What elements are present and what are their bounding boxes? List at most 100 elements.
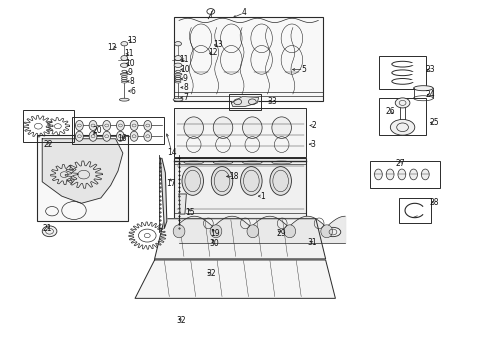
Text: 32: 32 (206, 269, 216, 278)
Text: 20: 20 (93, 126, 102, 135)
Ellipse shape (89, 131, 97, 141)
Ellipse shape (120, 98, 129, 101)
Text: 26: 26 (386, 107, 395, 116)
Text: 9: 9 (128, 68, 133, 77)
Ellipse shape (121, 41, 128, 46)
Text: 31: 31 (308, 238, 317, 247)
Polygon shape (155, 219, 326, 259)
Ellipse shape (121, 55, 128, 60)
Ellipse shape (398, 169, 406, 180)
Text: 10: 10 (125, 59, 135, 68)
Ellipse shape (174, 63, 182, 67)
Ellipse shape (325, 227, 341, 237)
Polygon shape (42, 139, 123, 203)
Ellipse shape (182, 167, 203, 195)
Ellipse shape (103, 121, 111, 131)
Ellipse shape (421, 169, 429, 180)
Ellipse shape (210, 225, 222, 238)
Bar (399, 198, 431, 223)
Ellipse shape (391, 120, 415, 135)
Bar (379, 56, 426, 89)
Text: 12: 12 (107, 43, 117, 52)
Ellipse shape (117, 131, 124, 141)
Text: 3: 3 (310, 140, 315, 149)
Text: 29: 29 (277, 229, 287, 238)
Text: 1: 1 (260, 192, 265, 201)
Ellipse shape (272, 117, 292, 138)
Ellipse shape (75, 131, 83, 141)
Ellipse shape (144, 131, 152, 141)
Text: 15: 15 (185, 208, 195, 217)
Bar (229, 94, 261, 110)
Text: 11: 11 (124, 49, 133, 58)
Text: 16: 16 (117, 134, 127, 143)
Bar (174, 17, 323, 101)
Text: 17: 17 (166, 179, 175, 188)
Ellipse shape (130, 121, 138, 131)
Ellipse shape (395, 98, 410, 108)
Ellipse shape (75, 121, 83, 131)
Text: 10: 10 (181, 65, 190, 74)
Bar (37, 135, 128, 221)
Text: 22: 22 (44, 140, 53, 149)
Text: 30: 30 (210, 239, 220, 248)
Bar (72, 117, 164, 144)
Ellipse shape (247, 225, 259, 238)
Bar (174, 158, 306, 218)
Text: 13: 13 (127, 36, 136, 45)
Ellipse shape (174, 41, 181, 46)
Text: 24: 24 (426, 90, 436, 99)
Ellipse shape (184, 117, 203, 138)
Polygon shape (179, 194, 186, 214)
Text: 6: 6 (130, 86, 135, 95)
Text: 33: 33 (267, 96, 277, 105)
Polygon shape (135, 260, 335, 298)
Text: 5: 5 (301, 65, 306, 74)
Ellipse shape (211, 167, 233, 195)
Polygon shape (231, 96, 259, 107)
Text: 19: 19 (210, 229, 220, 238)
Ellipse shape (173, 225, 185, 238)
Text: 9: 9 (183, 75, 188, 84)
Text: 14: 14 (167, 148, 176, 157)
Ellipse shape (174, 55, 181, 60)
Ellipse shape (117, 121, 124, 131)
Ellipse shape (130, 131, 138, 141)
Text: 7: 7 (183, 93, 188, 102)
Text: 18: 18 (229, 172, 239, 181)
Text: 2: 2 (311, 121, 316, 130)
Text: 8: 8 (129, 77, 134, 86)
Ellipse shape (374, 169, 382, 180)
Bar (174, 108, 306, 157)
Text: 12: 12 (208, 48, 218, 57)
Bar (23, 110, 74, 142)
Text: 11: 11 (179, 55, 189, 64)
Text: 27: 27 (395, 159, 405, 168)
Ellipse shape (241, 167, 262, 195)
Ellipse shape (213, 117, 233, 138)
Ellipse shape (42, 226, 57, 237)
Ellipse shape (410, 169, 417, 180)
Ellipse shape (270, 167, 292, 195)
Text: 25: 25 (430, 118, 440, 127)
Text: 13: 13 (213, 40, 223, 49)
Text: 28: 28 (430, 198, 440, 207)
Ellipse shape (414, 86, 433, 91)
Text: 21: 21 (42, 224, 52, 233)
Bar (369, 161, 441, 188)
Ellipse shape (321, 225, 333, 238)
Ellipse shape (174, 73, 182, 75)
Ellipse shape (284, 225, 295, 238)
Bar (379, 98, 426, 135)
Ellipse shape (121, 63, 128, 67)
Ellipse shape (173, 98, 183, 101)
Text: 23: 23 (426, 65, 436, 74)
Ellipse shape (103, 131, 111, 141)
Ellipse shape (89, 121, 97, 131)
Polygon shape (160, 158, 167, 228)
Text: 32: 32 (177, 316, 186, 325)
Ellipse shape (243, 117, 262, 138)
Text: 8: 8 (183, 83, 188, 92)
Text: 4: 4 (242, 8, 246, 17)
Ellipse shape (386, 169, 394, 180)
